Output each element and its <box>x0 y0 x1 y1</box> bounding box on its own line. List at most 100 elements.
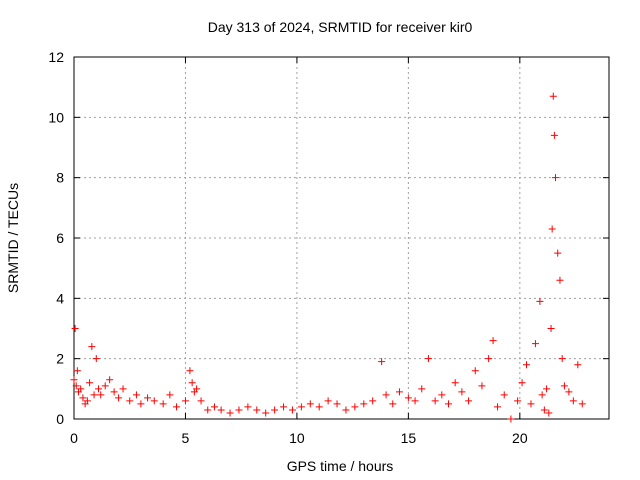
data-point <box>558 355 566 363</box>
data-point <box>389 400 397 408</box>
data-point <box>569 397 577 405</box>
data-point <box>204 406 212 414</box>
x-tick-label: 20 <box>512 430 528 446</box>
data-point <box>485 355 493 363</box>
data-point <box>88 343 96 351</box>
data-point <box>217 406 225 414</box>
data-point <box>226 409 234 417</box>
data-point <box>115 394 123 402</box>
y-tick-label: 10 <box>48 109 64 125</box>
data-point <box>271 406 279 414</box>
data-point <box>288 406 296 414</box>
data-point <box>280 403 288 411</box>
data-point <box>166 391 174 399</box>
data-point <box>540 406 548 414</box>
data-point <box>324 397 332 405</box>
chart-title: Day 313 of 2024, SRMTID for receiver kir… <box>208 19 473 35</box>
data-point <box>159 400 167 408</box>
data-point <box>514 397 522 405</box>
data-point <box>119 385 127 393</box>
data-point <box>494 403 502 411</box>
data-point <box>395 388 403 396</box>
data-point <box>71 325 79 332</box>
data-point <box>538 391 546 399</box>
data-point <box>72 382 80 390</box>
data-point <box>554 249 562 257</box>
data-point <box>70 376 78 384</box>
data-point <box>438 391 446 399</box>
data-point <box>560 382 568 390</box>
data-point <box>550 131 558 139</box>
data-point <box>431 397 439 405</box>
y-tick-label: 12 <box>48 49 64 65</box>
data-point <box>418 385 426 393</box>
data-point <box>523 361 531 369</box>
data-point <box>545 409 553 417</box>
data-point <box>478 382 486 390</box>
data-point <box>369 397 377 405</box>
x-tick-label: 15 <box>401 430 417 446</box>
data-point <box>79 394 87 402</box>
x-tick-label: 5 <box>182 430 190 446</box>
data-point <box>235 406 243 414</box>
y-tick-label: 0 <box>56 411 64 427</box>
data-point <box>543 385 551 393</box>
y-tick-label: 6 <box>56 230 64 246</box>
data-point <box>188 379 196 387</box>
data-point <box>578 400 586 408</box>
plot-frame <box>73 56 610 420</box>
data-point <box>86 379 94 387</box>
data-point <box>360 400 368 408</box>
data-point <box>210 403 218 411</box>
data-point <box>110 388 118 396</box>
data-point <box>106 376 114 384</box>
x-axis-label: GPS time / hours <box>287 458 394 474</box>
data-point <box>144 394 152 402</box>
data-point <box>531 340 539 348</box>
data-point <box>548 225 556 233</box>
data-point <box>404 394 412 402</box>
data-point <box>489 337 497 345</box>
grid-lines <box>74 57 609 419</box>
data-point <box>411 397 419 405</box>
data-point <box>500 391 508 399</box>
y-axis-label: SRMTID / TECUs <box>5 183 21 293</box>
data-point <box>150 397 158 405</box>
data-point <box>101 382 109 390</box>
data-point <box>518 379 526 387</box>
data-point <box>132 391 140 399</box>
data-point <box>342 406 350 414</box>
data-point <box>77 385 85 393</box>
data-point <box>574 361 582 369</box>
data-point <box>451 379 459 387</box>
data-point <box>244 403 252 411</box>
data-point <box>471 367 479 375</box>
data-point <box>137 400 145 408</box>
data-point <box>262 409 270 417</box>
data-point <box>315 403 323 411</box>
data-point <box>378 358 386 366</box>
data-point <box>445 400 452 408</box>
data-point <box>424 355 432 363</box>
data-point <box>565 388 573 396</box>
tick-labels: 0 5 10 15 20 0 2 4 6 8 10 12 <box>48 49 527 446</box>
data-point <box>181 397 189 405</box>
data-point <box>549 92 557 100</box>
data-point <box>306 400 314 408</box>
y-tick-label: 8 <box>56 170 64 186</box>
data-point <box>95 385 103 393</box>
data-point <box>83 397 91 405</box>
data-point <box>97 391 105 399</box>
data-points <box>70 92 586 423</box>
data-point <box>458 388 466 396</box>
data-point <box>173 403 181 411</box>
data-point <box>193 385 201 393</box>
x-tick-label: 10 <box>289 430 305 446</box>
data-point <box>552 174 559 182</box>
data-point <box>253 406 261 414</box>
data-point <box>507 415 515 423</box>
y-tick-label: 4 <box>56 290 64 306</box>
data-point <box>547 325 555 332</box>
data-point <box>90 391 98 399</box>
